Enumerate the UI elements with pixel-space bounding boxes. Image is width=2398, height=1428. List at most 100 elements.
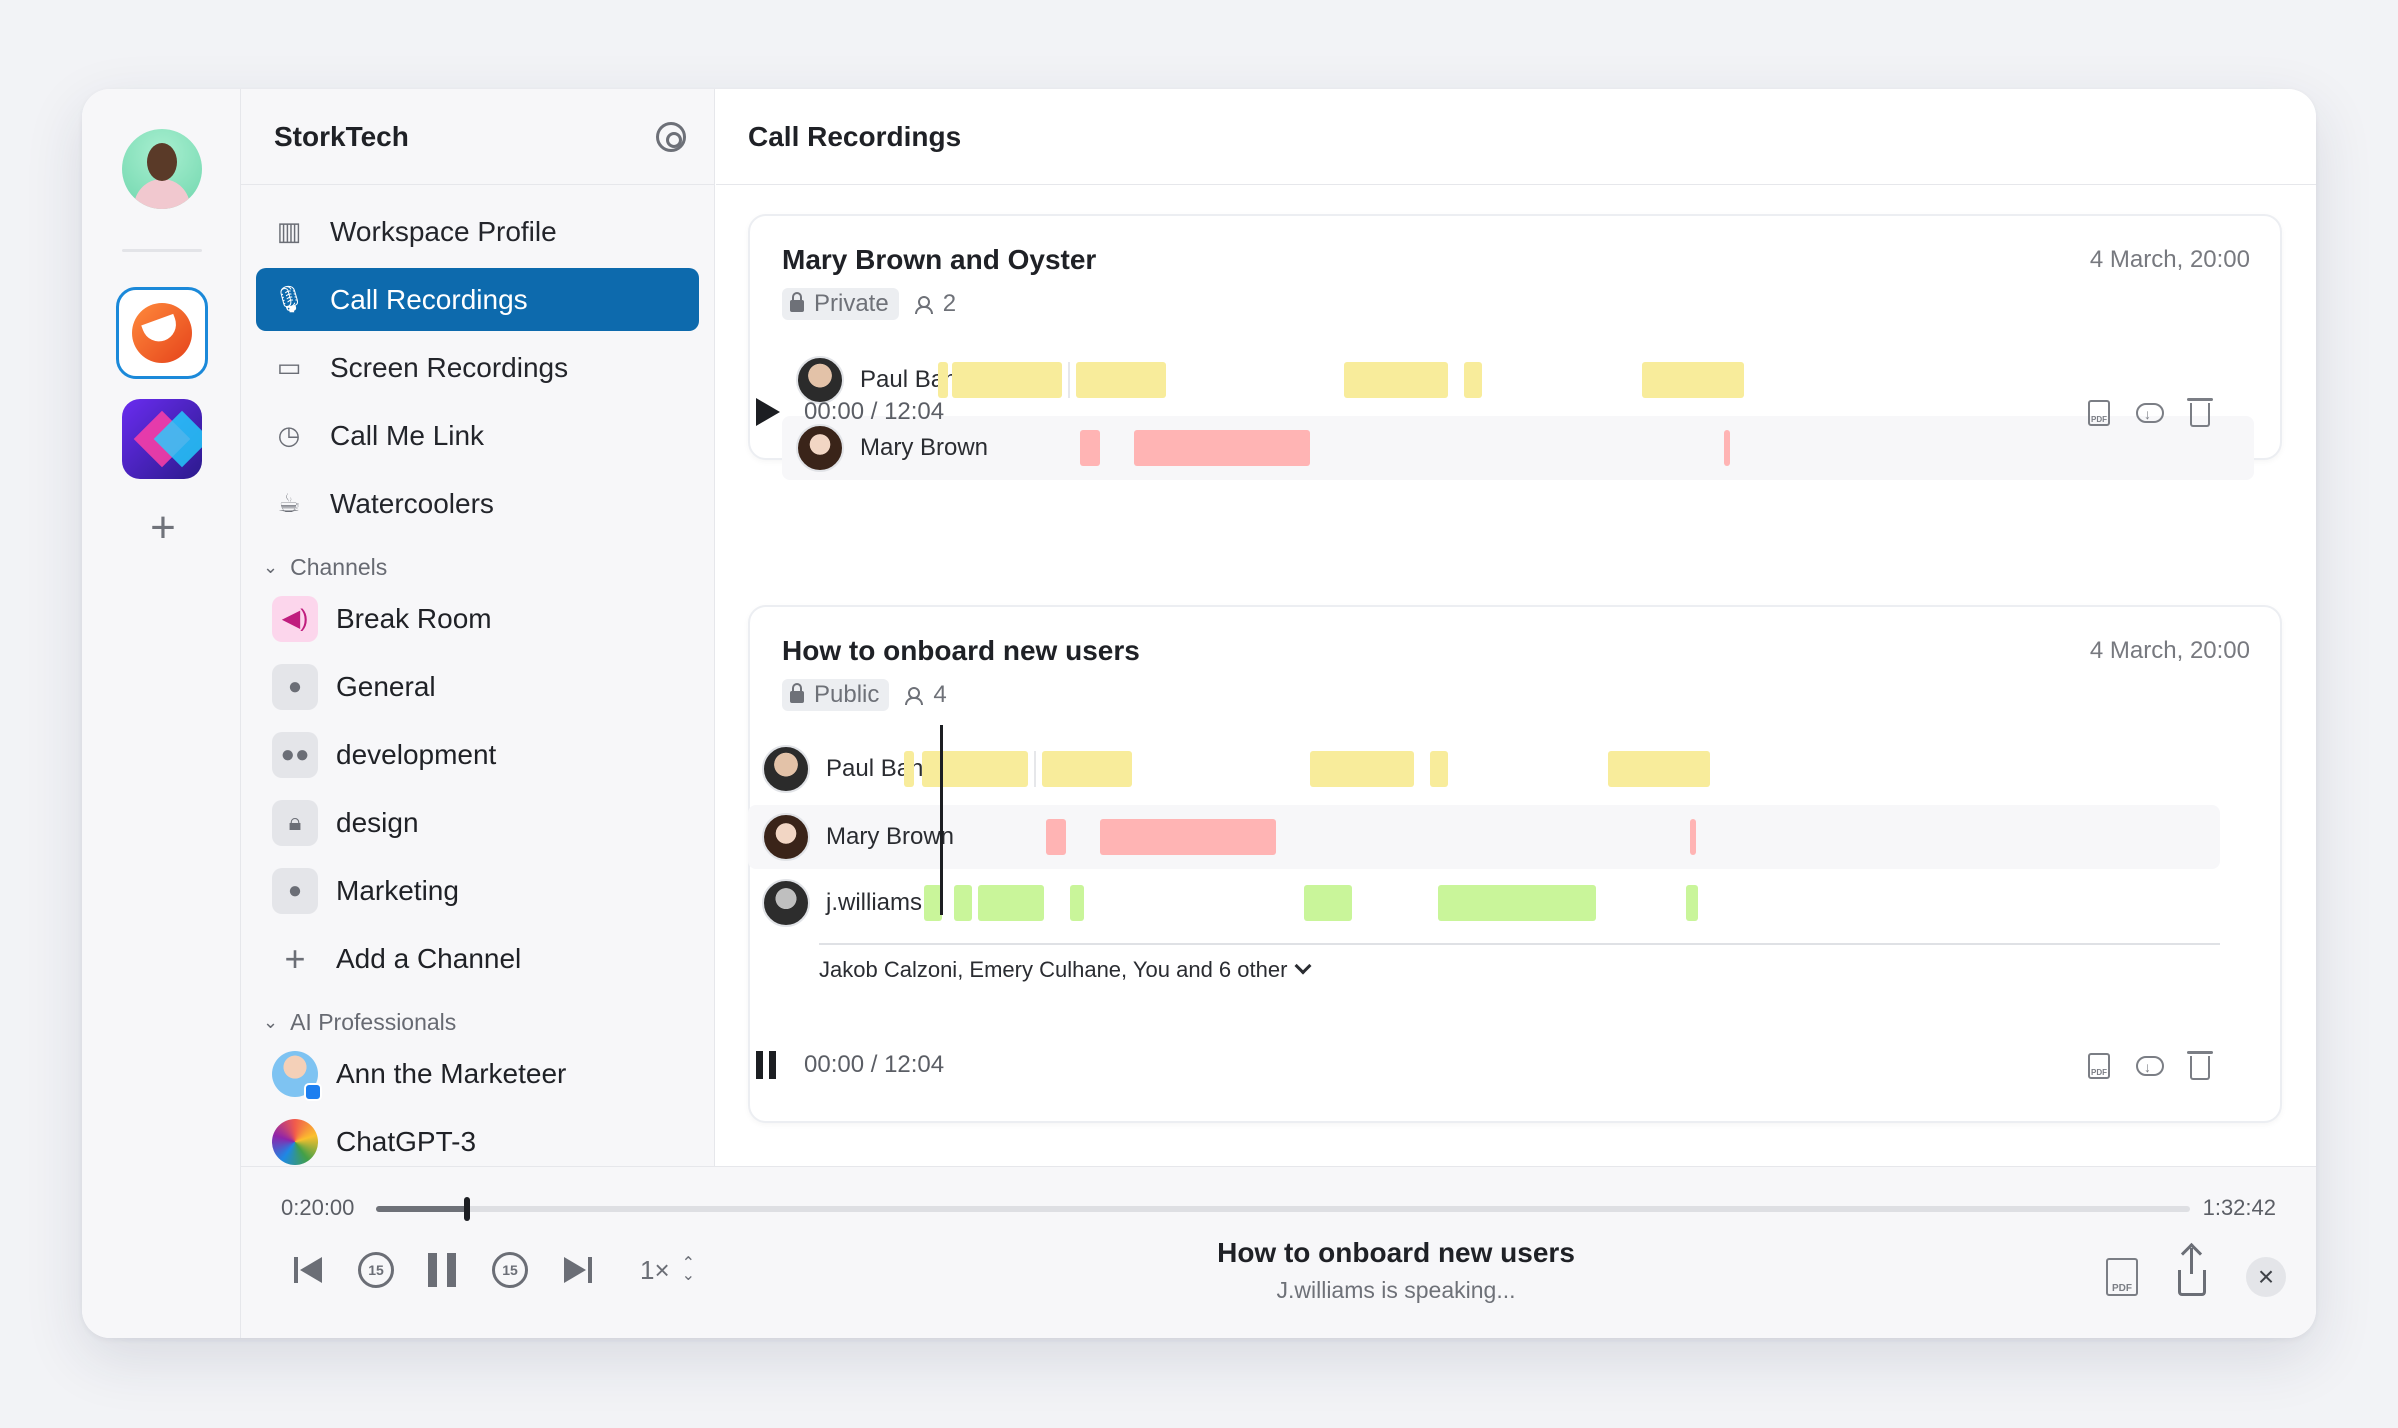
sidebar: StorkTech ▥ Workspace Profile 🎙︎ Call Re… <box>241 89 715 1166</box>
user-icon: ● <box>272 867 318 914</box>
channel-design[interactable]: 🔒︎ design <box>241 791 714 854</box>
sidebar-item-workspace-profile[interactable]: ▥ Workspace Profile <box>256 200 699 263</box>
skip-label: 15 <box>502 1262 518 1278</box>
speaker-name: Mary Brown <box>860 434 989 461</box>
pdf-icon[interactable]: PDF <box>2088 1053 2110 1079</box>
speech-segment <box>1042 751 1132 787</box>
speech-segment <box>1438 885 1596 921</box>
recording-card-overlay: 00:00 / 12:04 PDF <box>716 214 2250 460</box>
sidebar-item-screen-recordings[interactable]: ▭ Screen Recordings <box>256 336 699 399</box>
speech-segment <box>1046 819 1066 855</box>
ai-chatgpt-3[interactable]: ChatGPT-3 <box>241 1110 714 1166</box>
pdf-icon[interactable]: PDF <box>2106 1258 2138 1296</box>
user-avatar[interactable] <box>122 129 202 209</box>
speech-segment <box>1430 751 1448 787</box>
plus-icon: + <box>284 937 306 979</box>
microphone-icon: 🎙︎ <box>272 284 306 314</box>
channel-general[interactable]: ● General <box>241 655 714 718</box>
speaker-name: Mary Brown <box>826 823 955 850</box>
speed-select[interactable]: 1× ⌃ ⌄ <box>640 1255 695 1286</box>
speech-segment <box>1080 430 1100 466</box>
channel-break-room[interactable]: ◀) Break Room <box>241 587 714 650</box>
now-playing-status: J.williams is speaking... <box>1276 1277 1516 1303</box>
section-label: AI Professionals <box>290 1008 457 1035</box>
section-label: Channels <box>290 553 388 580</box>
player-actions: PDF × <box>2106 1248 2286 1297</box>
channel-development[interactable]: ●● development <box>241 723 714 786</box>
cloud-download-icon[interactable] <box>2136 1056 2164 1076</box>
elapsed-time: 0:20:00 <box>281 1195 355 1220</box>
progress-handle[interactable] <box>463 1197 470 1221</box>
recording-meta: Private 2 <box>782 288 956 320</box>
speaker-track[interactable]: Paul Bahro <box>748 737 2220 801</box>
add-channel-button[interactable]: + Add a Channel <box>241 927 714 990</box>
playback-time: 00:00 / 12:04 <box>804 398 945 425</box>
close-icon[interactable]: × <box>2246 1257 2286 1297</box>
speaker-track[interactable]: j.williams <box>748 871 2220 935</box>
sidebar-item-call-recordings[interactable]: 🎙︎ Call Recordings <box>256 268 699 331</box>
rail-divider <box>122 249 202 252</box>
speaker-track[interactable]: Mary Brown <box>782 416 2254 480</box>
recording-title: How to onboard new users <box>782 635 1140 666</box>
participants-label: 4 <box>933 681 947 708</box>
add-workspace-icon[interactable]: + <box>150 503 176 552</box>
speech-segment <box>1304 885 1352 921</box>
ai-label: Ann the Marketeer <box>336 1057 567 1089</box>
trash-icon[interactable] <box>2187 1051 2213 1080</box>
now-playing: How to onboard new users J.williams is s… <box>716 1237 2076 1304</box>
gear-icon[interactable] <box>656 121 686 152</box>
channel-label: development <box>336 738 497 770</box>
speech-segment <box>1464 362 1482 398</box>
speaker-track[interactable]: Mary Brown <box>748 805 2220 869</box>
speech-segment <box>1690 819 1696 855</box>
next-icon[interactable] <box>556 1249 598 1291</box>
speech-segment <box>954 885 972 921</box>
play-icon[interactable] <box>756 398 780 426</box>
speech-segment <box>978 885 1044 921</box>
channel-marketing[interactable]: ● Marketing <box>241 859 714 922</box>
workspace-other[interactable] <box>122 399 202 479</box>
pdf-icon[interactable]: PDF <box>2088 400 2110 426</box>
main-panel: Call Recordings Mary Brown and Oyster 4 … <box>716 89 2316 1166</box>
other-participants-toggle[interactable]: Jakob Calzoni, Emery Culhane, You and 6 … <box>819 957 1312 983</box>
trash-icon[interactable] <box>2187 398 2213 427</box>
sidebar-item-call-me-link[interactable]: ◷ Call Me Link <box>256 404 699 467</box>
forward-15-icon[interactable]: 15 <box>492 1252 528 1288</box>
ai-ann-the-marketeer[interactable]: Ann the Marketeer <box>241 1042 714 1105</box>
ai-section-toggle[interactable]: ⌄ AI Professionals <box>241 1002 714 1042</box>
clock-icon: ◷ <box>277 420 301 450</box>
chevron-updown-icon: ⌃ ⌄ <box>681 1255 696 1284</box>
cloud-download-icon[interactable] <box>2136 403 2164 423</box>
users-icon <box>905 687 925 705</box>
recording-actions: PDF <box>2088 398 2213 427</box>
speech-segment <box>1134 430 1310 466</box>
rewind-15-icon[interactable]: 15 <box>358 1252 394 1288</box>
speech-segment <box>1642 362 1744 398</box>
channel-label: Break Room <box>336 602 492 634</box>
lock-icon: 🔒︎ <box>272 799 318 846</box>
speaker-track[interactable]: Paul Bahro <box>782 348 2254 412</box>
share-icon[interactable] <box>2178 1248 2206 1296</box>
pause-icon[interactable] <box>756 1051 776 1079</box>
sidebar-item-watercoolers[interactable]: ☕︎ Watercoolers <box>256 472 699 535</box>
sidebar-item-label: Screen Recordings <box>330 351 569 383</box>
add-channel-label: Add a Channel <box>336 942 522 974</box>
progress-slider[interactable] <box>376 1197 2190 1221</box>
unlock-icon <box>790 683 804 703</box>
recording-card[interactable]: Mary Brown and Oyster 4 March, 20:00 Pri… <box>748 214 2282 480</box>
playhead[interactable] <box>940 725 943 915</box>
speech-segment <box>1310 751 1414 787</box>
workspace-storktech[interactable] <box>116 287 208 379</box>
previous-icon[interactable] <box>288 1249 330 1291</box>
speaker-name: j.williams <box>826 889 922 916</box>
building-icon: ▥ <box>276 216 302 246</box>
channels-section-toggle[interactable]: ⌄ Channels <box>241 547 714 587</box>
visibility-badge: Public <box>782 679 890 711</box>
sidebar-nav: ▥ Workspace Profile 🎙︎ Call Recordings ▭… <box>241 185 714 535</box>
users-icon: ●● <box>272 731 318 778</box>
segment-divider <box>1034 751 1036 787</box>
pause-icon[interactable] <box>428 1253 456 1287</box>
total-time: 1:32:42 <box>2202 1195 2276 1220</box>
cup-icon: ☕︎ <box>277 488 301 518</box>
avatar <box>762 745 810 793</box>
